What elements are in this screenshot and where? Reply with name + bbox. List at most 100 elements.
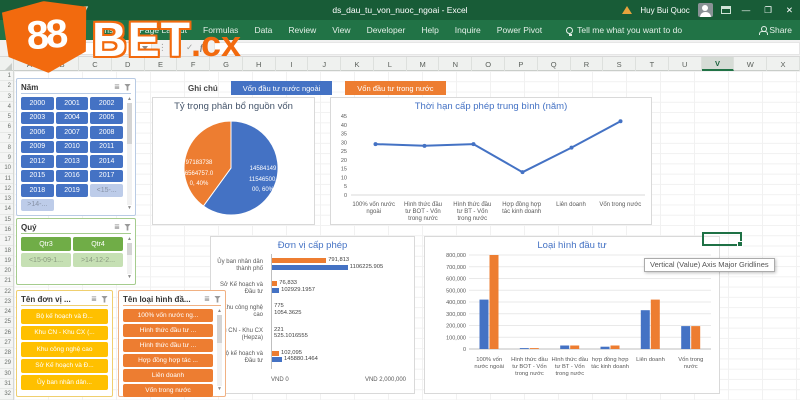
row-header-24[interactable]: 24 <box>0 307 13 318</box>
slicer-item[interactable]: Sở Kế hoạch và Đ... <box>21 358 108 373</box>
scroll-down-icon[interactable]: ▼ <box>217 386 222 392</box>
multiselect-icon[interactable]: ≣ <box>114 224 120 231</box>
slicer-item[interactable]: Hình thức đầu tư ... <box>123 324 213 337</box>
column-header-J[interactable]: J <box>308 57 342 71</box>
row-header-2[interactable]: 2 <box>0 81 13 92</box>
cancel-icon[interactable]: ✕ <box>170 42 178 52</box>
column-header-R[interactable]: R <box>571 57 604 71</box>
slicer-item[interactable]: Liên doanh <box>123 369 213 382</box>
ribbon-display-options-icon[interactable] <box>720 6 731 14</box>
row-header-4[interactable]: 4 <box>0 102 13 113</box>
slicer-item[interactable]: Hợp đồng hợp tác ... <box>123 354 213 367</box>
row-header-25[interactable]: 25 <box>0 317 13 328</box>
restore-button[interactable]: ❐ <box>764 4 772 15</box>
row-header-32[interactable]: 32 <box>0 389 13 400</box>
slicer-investment-type-scrollbar[interactable]: ▲ ▼ <box>216 309 223 392</box>
slicer-item[interactable]: Bộ kế hoạch và Đ... <box>21 309 108 324</box>
scroll-up-icon[interactable]: ▲ <box>217 308 222 314</box>
row-header-17[interactable]: 17 <box>0 235 13 246</box>
scroll-down-icon[interactable]: ▼ <box>127 205 132 211</box>
row-header-22[interactable]: 22 <box>0 287 13 297</box>
row-header-12[interactable]: 12 <box>0 184 13 195</box>
slicer-item[interactable]: 2005 <box>90 111 123 124</box>
ribbon-tab-inquire[interactable]: Inquire <box>454 25 481 35</box>
ribbon-tab-developer[interactable]: Developer <box>366 25 406 35</box>
row-header-7[interactable]: 7 <box>0 133 13 143</box>
slicer-item[interactable]: 2009 <box>21 140 54 153</box>
column-header-H[interactable]: H <box>243 57 276 71</box>
slicer-item[interactable]: 2013 <box>55 155 89 168</box>
slicer-item[interactable]: 100% vốn nước ng... <box>123 309 213 322</box>
slicer-item[interactable]: 2003 <box>21 111 54 124</box>
row-header-6[interactable]: 6 <box>0 122 13 133</box>
column-header-I[interactable]: I <box>276 57 309 71</box>
clear-filter-icon[interactable] <box>124 83 131 91</box>
row-header-11[interactable]: 11 <box>0 174 13 184</box>
row-header-15[interactable]: 15 <box>0 215 13 225</box>
ribbon-tab-help[interactable]: Help <box>421 25 439 35</box>
column-header-G[interactable]: G <box>210 57 243 71</box>
column-header-W[interactable]: W <box>734 57 768 71</box>
column-header-S[interactable]: S <box>603 57 637 71</box>
row-header-1[interactable]: 1 <box>0 71 13 82</box>
row-header-20[interactable]: 20 <box>0 266 13 277</box>
hbar-chart-card[interactable]: Đơn vị cấp phép Ủy ban nhân dân thành ph… <box>210 236 415 394</box>
slicer-item[interactable]: Qtr4 <box>73 237 123 251</box>
row-header-19[interactable]: 19 <box>0 256 13 267</box>
row-header-3[interactable]: 3 <box>0 92 13 102</box>
column-header-C[interactable]: C <box>79 57 112 71</box>
slicer-item-inactive[interactable]: >14-12-2... <box>73 253 123 267</box>
namebox-dropdown-icon[interactable] <box>142 46 148 50</box>
column-header-K[interactable]: K <box>341 57 374 71</box>
row-header-28[interactable]: 28 <box>0 348 13 359</box>
slicer-item-inactive[interactable]: <15-09-1... <box>21 253 71 267</box>
clear-filter-icon[interactable] <box>101 295 108 303</box>
column-header-M[interactable]: M <box>407 57 440 71</box>
row-header-29[interactable]: 29 <box>0 358 13 369</box>
slicer-item[interactable]: 2019 <box>55 184 89 197</box>
slicer-item-inactive[interactable]: <15-... <box>90 184 123 197</box>
column-header-U[interactable]: U <box>669 57 702 71</box>
slicer-item[interactable]: Khu công nghệ cao <box>21 342 108 357</box>
avatar[interactable] <box>697 3 713 17</box>
row-header-26[interactable]: 26 <box>0 328 13 338</box>
slicer-item[interactable]: 2002 <box>90 97 123 110</box>
slicer-item[interactable]: Khu CN - Khu CX (... <box>21 325 108 340</box>
slicer-item[interactable]: 2011 <box>90 140 123 153</box>
slicer-item[interactable]: 2015 <box>21 169 54 182</box>
slicer-item[interactable]: 2004 <box>55 111 89 124</box>
slicer-year-scrollbar[interactable]: ▲ ▼ <box>126 97 133 211</box>
slicer-item[interactable]: 2018 <box>21 184 54 197</box>
row-header-14[interactable]: 14 <box>0 204 13 215</box>
slicer-item[interactable]: 2001 <box>55 97 89 110</box>
slicer-investment-type[interactable]: Tên loại hình đầ... ≣ 100% vốn nước ng..… <box>118 290 226 397</box>
enter-icon[interactable]: ✓ <box>186 42 194 52</box>
multiselect-icon[interactable]: ≣ <box>204 296 210 303</box>
row-header-27[interactable]: 27 <box>0 338 13 349</box>
share-button[interactable]: Share <box>758 25 792 35</box>
column-header-T[interactable]: T <box>636 57 669 71</box>
pie-chart-card[interactable]: Tỷ trọng phân bổ nguồn vốn 14584149 11546… <box>152 97 315 225</box>
slicer-item[interactable]: 2000 <box>21 97 54 110</box>
slicer-item[interactable]: 2008 <box>90 126 123 139</box>
column-header-P[interactable]: P <box>505 57 538 71</box>
row-header-9[interactable]: 9 <box>0 153 13 164</box>
slicer-quarter-scrollbar[interactable]: ▲ ▼ <box>126 237 133 280</box>
row-header-31[interactable]: 31 <box>0 379 13 390</box>
row-header-30[interactable]: 30 <box>0 369 13 379</box>
ribbon-tab-review[interactable]: Review <box>288 25 317 35</box>
ribbon-tab-insert[interactable]: Insert <box>102 25 124 35</box>
scroll-up-icon[interactable]: ▲ <box>127 236 132 242</box>
column-header-E[interactable]: E <box>145 57 178 71</box>
slicer-item[interactable]: Hình thức đầu tư ... <box>123 339 213 352</box>
ribbon-tab-page-layout[interactable]: Page Layout <box>139 25 187 35</box>
row-header-13[interactable]: 13 <box>0 194 13 205</box>
scroll-down-icon[interactable]: ▼ <box>127 274 132 280</box>
formula-input[interactable] <box>214 42 800 55</box>
slicer-year[interactable]: Năm ≣ 2000 2001 2002 2003 2004 2005 2006 2007 20… <box>16 78 136 216</box>
slicer-item[interactable]: Qtr3 <box>21 237 71 251</box>
sheet-area[interactable]: Ghi chú Vốn đầu tư nước ngoài Vốn đầu tư… <box>0 71 800 400</box>
multiselect-icon[interactable]: ≣ <box>91 296 97 303</box>
ribbon-tab-data[interactable]: Data <box>254 25 273 35</box>
insert-function-icon[interactable]: fx <box>200 42 208 52</box>
